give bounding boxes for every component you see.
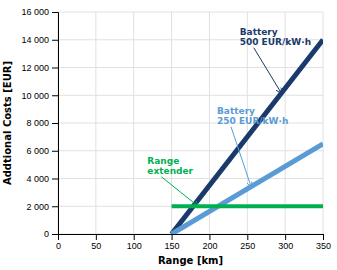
tick-label: 10 000 — [21, 91, 49, 101]
tick-mark — [247, 234, 248, 240]
tick: 100 — [127, 234, 142, 251]
tick-mark — [52, 151, 58, 152]
tick: 250 — [240, 234, 255, 251]
tick: 14 000 — [21, 35, 58, 45]
axis-line — [59, 235, 324, 241]
annotation-arrow — [161, 177, 198, 207]
tick: 0 — [44, 229, 58, 239]
grid-line-y — [58, 95, 323, 96]
annotation-arrow — [231, 127, 251, 187]
tick-mark — [134, 234, 135, 240]
tick-mark — [96, 234, 97, 240]
tick-mark — [172, 234, 173, 240]
plot: 0 50 100 150 200 250 300 350 0 2 000 4 000 6 000 8 0… — [21, 7, 331, 251]
tick-label: 8 000 — [26, 118, 49, 128]
tick: 200 — [202, 234, 217, 251]
tick-label: 150 — [165, 241, 180, 251]
tick-label: 200 — [202, 241, 217, 251]
tick-mark — [52, 12, 58, 13]
grid — [58, 12, 323, 234]
series-line — [172, 144, 323, 234]
tick-mark — [52, 234, 58, 235]
tick-label: 300 — [278, 241, 293, 251]
tick-mark — [285, 234, 286, 240]
annotation-arrow — [254, 48, 282, 93]
tick: 50 — [91, 234, 101, 251]
tick-mark — [209, 234, 210, 240]
tick-label: 250 — [240, 241, 255, 251]
grid-line-y — [58, 150, 323, 151]
annotation: Battery250 EUR/kW·h — [217, 106, 288, 126]
tick-label: 12 000 — [21, 63, 49, 73]
tick: 2 000 — [26, 202, 58, 212]
tick-mark — [52, 68, 58, 69]
tick-mark — [323, 234, 324, 240]
y-axis-title: Addtional Costs [EUR] — [2, 61, 13, 185]
tick: 10 000 — [21, 91, 58, 101]
tick-label: 6 000 — [26, 146, 49, 156]
tick: 4 000 — [26, 174, 58, 184]
chart: 0 50 100 150 200 250 300 350 0 2 000 4 000 6 000 8 0… — [0, 0, 337, 270]
annotations: Battery500 EUR/kW·h Battery250 EUR/kW·h Ra… — [147, 27, 311, 207]
tick: 6 000 — [26, 146, 58, 156]
tick: 16 000 — [21, 7, 58, 17]
annotation: Rangeextender — [147, 156, 193, 176]
grid-line-y — [58, 67, 323, 68]
tick: 8 000 — [26, 118, 58, 128]
tick-label: 14 000 — [21, 35, 49, 45]
grid-line-y — [58, 178, 323, 179]
tick-label: 2 000 — [26, 202, 49, 212]
tick-mark — [52, 206, 58, 207]
tick-label: 100 — [127, 241, 142, 251]
tick-label: 4 000 — [26, 174, 49, 184]
tick: 150 — [165, 234, 180, 251]
tick: 0 — [56, 234, 61, 251]
y-axis: 0 2 000 4 000 6 000 8 000 10 000 12 000 14 000 1… — [21, 7, 58, 239]
tick: 300 — [278, 234, 293, 251]
tick-label: 0 — [56, 241, 61, 251]
x-axis: 0 50 100 150 200 250 300 350 — [56, 234, 331, 251]
tick-mark — [52, 123, 58, 124]
tick-mark — [52, 40, 58, 41]
axis-line — [52, 13, 59, 235]
series-line — [172, 204, 323, 208]
tick-label: 350 — [316, 241, 331, 251]
tick-mark — [52, 179, 58, 180]
tick: 12 000 — [21, 63, 58, 73]
series-line — [172, 40, 323, 234]
tick-label: 0 — [44, 229, 49, 239]
x-axis-title: Range [km] — [158, 255, 223, 266]
grid-line-y — [58, 12, 323, 13]
annotation: Battery500 EUR/kW·h — [240, 27, 311, 47]
tick-label: 16 000 — [21, 7, 49, 17]
tick-label: 50 — [91, 241, 101, 251]
tick-mark — [52, 95, 58, 96]
lines — [172, 40, 323, 234]
tick: 350 — [316, 234, 331, 251]
grid-line-y — [58, 206, 323, 207]
